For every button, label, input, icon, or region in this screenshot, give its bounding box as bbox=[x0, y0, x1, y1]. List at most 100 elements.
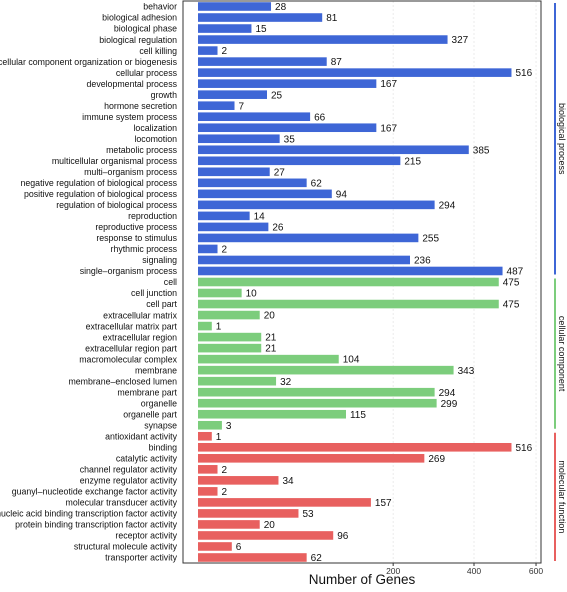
value-label: 32 bbox=[280, 377, 292, 388]
category-label: biological phase bbox=[114, 24, 177, 34]
bar bbox=[198, 167, 270, 177]
bar bbox=[198, 24, 252, 33]
bar bbox=[198, 134, 280, 144]
value-label: 115 bbox=[350, 410, 366, 421]
bar bbox=[198, 398, 437, 408]
category-label: transporter activity bbox=[105, 553, 177, 563]
value-label: 20 bbox=[264, 520, 276, 531]
bar bbox=[198, 255, 410, 265]
category-label: locomotion bbox=[134, 134, 177, 144]
category-label: channel regulator activity bbox=[80, 465, 178, 475]
value-label: 10 bbox=[246, 289, 258, 300]
bar bbox=[198, 343, 262, 353]
bar bbox=[198, 553, 307, 562]
category-label: binding bbox=[149, 442, 177, 452]
category-label: molecular transducer activity bbox=[66, 498, 178, 508]
value-label: 34 bbox=[282, 476, 294, 487]
value-label: 94 bbox=[336, 189, 348, 200]
category-label: localization bbox=[133, 123, 177, 133]
value-label: 14 bbox=[254, 211, 266, 222]
category-label: response to stimulus bbox=[96, 233, 177, 243]
category-label: positive regulation of biological proces… bbox=[24, 189, 178, 199]
category-label: organelle bbox=[141, 398, 177, 408]
bar bbox=[198, 277, 499, 287]
category-label: cellular component organization or bioge… bbox=[0, 57, 178, 67]
x-tick-label: 400 bbox=[467, 566, 481, 576]
bar bbox=[198, 476, 279, 485]
value-label: 2 bbox=[222, 487, 228, 498]
value-label: 294 bbox=[439, 200, 456, 211]
category-label: membrane bbox=[135, 365, 177, 375]
category-label: behavior bbox=[143, 2, 177, 12]
value-label: 2 bbox=[222, 245, 228, 256]
bar bbox=[198, 189, 332, 199]
category-label: extracellular region part bbox=[85, 343, 177, 353]
value-labels: 2881153272875161672576616735385215276294… bbox=[216, 2, 533, 564]
value-label: 299 bbox=[441, 399, 458, 410]
category-label: negative regulation of biological proces… bbox=[21, 178, 178, 188]
value-label: 96 bbox=[337, 531, 349, 542]
value-label: 28 bbox=[275, 2, 287, 13]
value-label: 1 bbox=[216, 322, 222, 333]
category-label: protein binding transcription factor act… bbox=[15, 520, 177, 530]
bar bbox=[198, 156, 401, 166]
plot-panel bbox=[182, 0, 542, 564]
value-label: 35 bbox=[284, 134, 296, 145]
bar bbox=[198, 321, 212, 331]
category-label: catalytic activity bbox=[116, 454, 178, 464]
category-label: hormone secretion bbox=[104, 101, 177, 111]
bar bbox=[198, 178, 307, 188]
bar bbox=[198, 465, 218, 474]
value-label: 385 bbox=[473, 145, 490, 156]
value-label: 53 bbox=[302, 509, 314, 520]
category-label: biological regulation bbox=[99, 35, 177, 45]
category-label: metabolic process bbox=[106, 145, 177, 155]
category-label: immune system process bbox=[82, 112, 177, 122]
bar bbox=[198, 487, 218, 496]
bar bbox=[198, 509, 299, 518]
bar bbox=[198, 442, 512, 452]
value-label: 269 bbox=[428, 454, 445, 465]
value-label: 343 bbox=[458, 366, 475, 377]
bar bbox=[198, 542, 232, 551]
bar bbox=[198, 299, 499, 309]
bar bbox=[198, 244, 218, 254]
category-label: cell killing bbox=[139, 46, 177, 56]
category-label: regulation of biological process bbox=[56, 200, 177, 210]
value-label: 2 bbox=[222, 465, 228, 476]
bar bbox=[198, 123, 377, 133]
value-label: 516 bbox=[515, 68, 532, 79]
category-label: cell part bbox=[146, 299, 177, 309]
group-labels: biological process cellular component mole… bbox=[554, 3, 567, 561]
value-label: 475 bbox=[503, 278, 520, 289]
value-label: 26 bbox=[272, 223, 284, 234]
value-label: 6 bbox=[236, 542, 242, 553]
bar bbox=[198, 90, 267, 99]
value-label: 21 bbox=[265, 333, 277, 344]
group-label: cellular component bbox=[557, 316, 567, 392]
value-label: 62 bbox=[311, 178, 323, 189]
bar bbox=[198, 354, 339, 364]
value-label: 255 bbox=[422, 234, 439, 245]
value-label: 487 bbox=[507, 267, 524, 278]
bar bbox=[198, 420, 222, 430]
category-label: receptor activity bbox=[115, 531, 177, 541]
bar bbox=[198, 57, 327, 66]
category-label: extracellular matrix bbox=[103, 310, 177, 320]
bar bbox=[198, 200, 435, 210]
category-label: guanyl–nucleotide exchange factor activi… bbox=[12, 487, 178, 497]
category-label: macromolecular complex bbox=[79, 354, 177, 364]
value-label: 1 bbox=[216, 432, 222, 443]
bar bbox=[198, 431, 212, 441]
value-label: 215 bbox=[404, 156, 421, 167]
category-label: reproductive process bbox=[95, 222, 177, 232]
category-label: multicellular organismal process bbox=[52, 156, 178, 166]
bar bbox=[198, 387, 435, 397]
category-label: nucleic acid binding transcription facto… bbox=[0, 509, 178, 519]
x-axis-ticks: 200 400 600 bbox=[386, 563, 543, 576]
value-label: 2 bbox=[222, 46, 228, 57]
x-tick-label: 200 bbox=[386, 566, 400, 576]
value-label: 167 bbox=[380, 79, 397, 90]
bar bbox=[198, 2, 272, 11]
